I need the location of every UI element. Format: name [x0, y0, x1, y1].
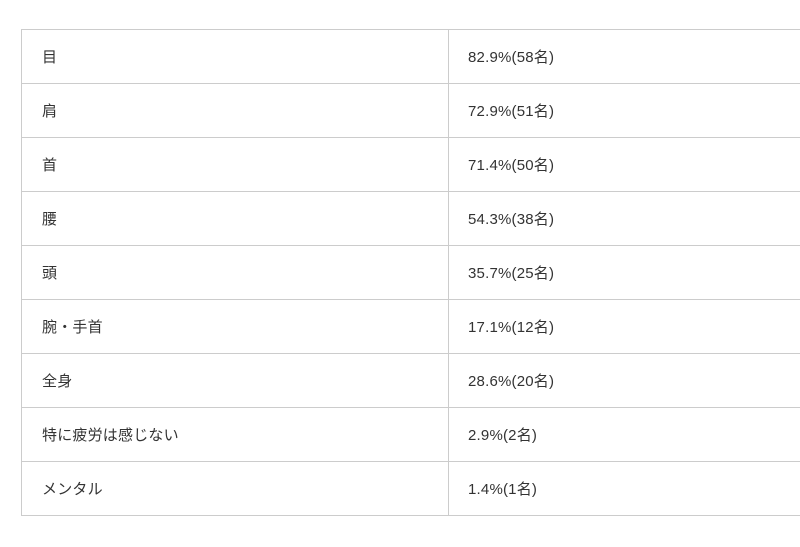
table-row: 目 82.9%(58名): [21, 29, 800, 84]
category-cell: 腕・手首: [21, 299, 449, 354]
category-cell: メンタル: [21, 461, 449, 516]
table-row: 肩 72.9%(51名): [21, 83, 800, 138]
table-body: 目 82.9%(58名) 肩 72.9%(51名) 首 71.4%(50名) 腰…: [21, 29, 800, 516]
category-cell: 首: [21, 137, 449, 192]
table-row: 腕・手首 17.1%(12名): [21, 299, 800, 354]
value-cell: 1.4%(1名): [448, 461, 800, 516]
value-cell: 17.1%(12名): [448, 299, 800, 354]
category-cell: 特に疲労は感じない: [21, 407, 449, 462]
table-row: 全身 28.6%(20名): [21, 353, 800, 408]
table-row: メンタル 1.4%(1名): [21, 461, 800, 516]
value-cell: 71.4%(50名): [448, 137, 800, 192]
category-cell: 全身: [21, 353, 449, 408]
category-cell: 腰: [21, 191, 449, 246]
category-cell: 頭: [21, 245, 449, 300]
value-cell: 72.9%(51名): [448, 83, 800, 138]
value-cell: 2.9%(2名): [448, 407, 800, 462]
table-row: 腰 54.3%(38名): [21, 191, 800, 246]
category-cell: 肩: [21, 83, 449, 138]
fatigue-survey-table: 目 82.9%(58名) 肩 72.9%(51名) 首 71.4%(50名) 腰…: [21, 29, 800, 516]
value-cell: 28.6%(20名): [448, 353, 800, 408]
table-row: 特に疲労は感じない 2.9%(2名): [21, 407, 800, 462]
value-cell: 82.9%(58名): [448, 29, 800, 84]
value-cell: 54.3%(38名): [448, 191, 800, 246]
value-cell: 35.7%(25名): [448, 245, 800, 300]
category-cell: 目: [21, 29, 449, 84]
table-row: 首 71.4%(50名): [21, 137, 800, 192]
table-row: 頭 35.7%(25名): [21, 245, 800, 300]
